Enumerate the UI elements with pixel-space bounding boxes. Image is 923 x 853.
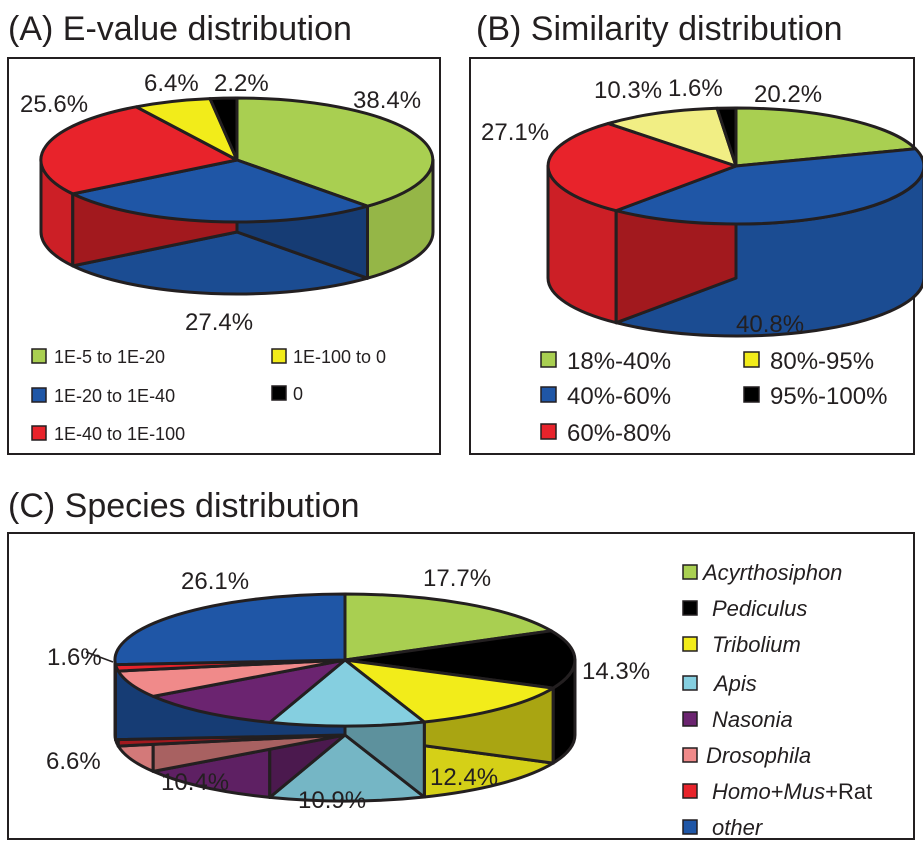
legend-swatch xyxy=(540,351,557,368)
legend-label: 95%-100% xyxy=(770,383,887,410)
chart-b-pct-label: 10.3% xyxy=(594,77,662,104)
legend-label-part: +Rat xyxy=(825,779,872,804)
legend-label: Pediculus xyxy=(712,596,807,621)
legend-swatch xyxy=(682,636,698,652)
legend-swatch xyxy=(682,711,698,727)
pie-slice xyxy=(546,122,738,213)
chart-c-pie xyxy=(113,592,577,803)
legend-label: 0 xyxy=(293,384,303,404)
chart-a-frame xyxy=(7,57,441,455)
leader-line xyxy=(85,651,114,663)
legend-swatch xyxy=(682,675,698,691)
legend-label: Acyrthosiphon xyxy=(701,560,842,585)
pie-slice xyxy=(614,147,923,226)
legend-label: Drosophila xyxy=(706,743,811,768)
pie-slice xyxy=(343,658,555,724)
legend-label: 80%-95% xyxy=(770,348,874,375)
chart-c-pct-label: 6.6% xyxy=(46,748,101,775)
legend-label-part: Homo xyxy=(712,779,771,804)
legend-swatch xyxy=(31,425,47,441)
legend-swatch xyxy=(682,783,698,799)
legend-label-part: + xyxy=(771,779,784,804)
legend-swatch xyxy=(540,423,557,440)
chart-b-pct-label: 20.2% xyxy=(754,81,822,108)
pie-slice xyxy=(71,158,369,224)
pie-slice xyxy=(715,106,738,168)
chart-b-legend: 18%-40% 40%-60% 60%-80% 80%-95% 95%-100% xyxy=(540,348,887,447)
chart-b-pie xyxy=(546,106,923,338)
chart-a-pct-label: 25.6% xyxy=(20,91,88,118)
chart-b-pct-label: 27.1% xyxy=(481,119,549,146)
chart-c-pct-label: 1.6% xyxy=(47,644,102,671)
pie-slice xyxy=(343,629,577,690)
chart-b-pct-label: 40.8% xyxy=(736,311,804,338)
legend-label: 60%-80% xyxy=(567,420,671,447)
legend-label: other xyxy=(712,815,764,840)
legend-label: Tribolium xyxy=(712,632,801,657)
chart-c-pct-label: 14.3% xyxy=(582,658,650,685)
pie-slice xyxy=(343,592,553,662)
legend-swatch xyxy=(540,386,557,403)
legend-swatch xyxy=(31,387,47,403)
legend-swatch xyxy=(743,386,760,403)
pie-slice xyxy=(151,658,347,724)
legend-swatch xyxy=(682,747,698,763)
legend-swatch xyxy=(682,819,698,835)
chart-c-pct-label: 10.4% xyxy=(161,769,229,796)
chart-c-frame xyxy=(7,532,915,840)
chart-c-pct-label: 12.4% xyxy=(430,764,498,791)
pie-slice xyxy=(235,96,435,208)
legend-swatch xyxy=(682,600,698,616)
legend-label: 1E-40 to 1E-100 xyxy=(54,424,185,444)
legend-label: 40%-60% xyxy=(567,383,671,410)
legend-label: 1E-5 to 1E-20 xyxy=(54,347,165,367)
legend-label: 18%-40% xyxy=(567,348,671,375)
pie-slice xyxy=(268,658,426,728)
legend-swatch xyxy=(682,564,698,580)
legend-swatch xyxy=(31,348,47,364)
legend-label: 1E-20 to 1E-40 xyxy=(54,386,175,406)
chart-a-legend: 1E-5 to 1E-20 1E-20 to 1E-40 1E-40 to 1E… xyxy=(31,347,386,444)
legend-label: Apis xyxy=(712,671,757,696)
legend-label: Homo+Mus+Rat xyxy=(712,779,872,804)
chart-a-pct-label: 27.4% xyxy=(185,309,253,336)
chart-c-legend: Acyrthosiphon Pediculus Tribolium Apis N… xyxy=(682,560,872,840)
legend-swatch xyxy=(743,351,760,368)
legend-label: 1E-100 to 0 xyxy=(293,347,386,367)
chart-c-pct-label: 10.9% xyxy=(298,787,366,814)
chart-b-title: (B) Similarity distribution xyxy=(476,10,843,48)
legend-swatch xyxy=(271,348,287,364)
legend-label-part: Mus xyxy=(784,779,826,804)
chart-c-pct-label: 17.7% xyxy=(423,565,491,592)
chart-c-pct-label: 26.1% xyxy=(181,568,249,595)
chart-a-title: (A) E-value distribution xyxy=(8,10,352,48)
chart-a-pie xyxy=(39,96,435,296)
pie-slice xyxy=(208,96,239,162)
pie-slice xyxy=(734,106,917,168)
chart-a-pct-label: 2.2% xyxy=(214,70,269,97)
chart-a-pct-label: 6.4% xyxy=(144,70,199,97)
pie-slice xyxy=(113,592,347,667)
chart-a-pct-label: 38.4% xyxy=(353,87,421,114)
pie-slice xyxy=(39,105,239,196)
pie-slice xyxy=(606,106,738,168)
chart-c-title: (C) Species distribution xyxy=(8,487,359,525)
chart-b-pct-label: 1.6% xyxy=(668,75,723,102)
legend-swatch xyxy=(271,385,287,401)
legend-label: Nasonia xyxy=(712,707,793,732)
